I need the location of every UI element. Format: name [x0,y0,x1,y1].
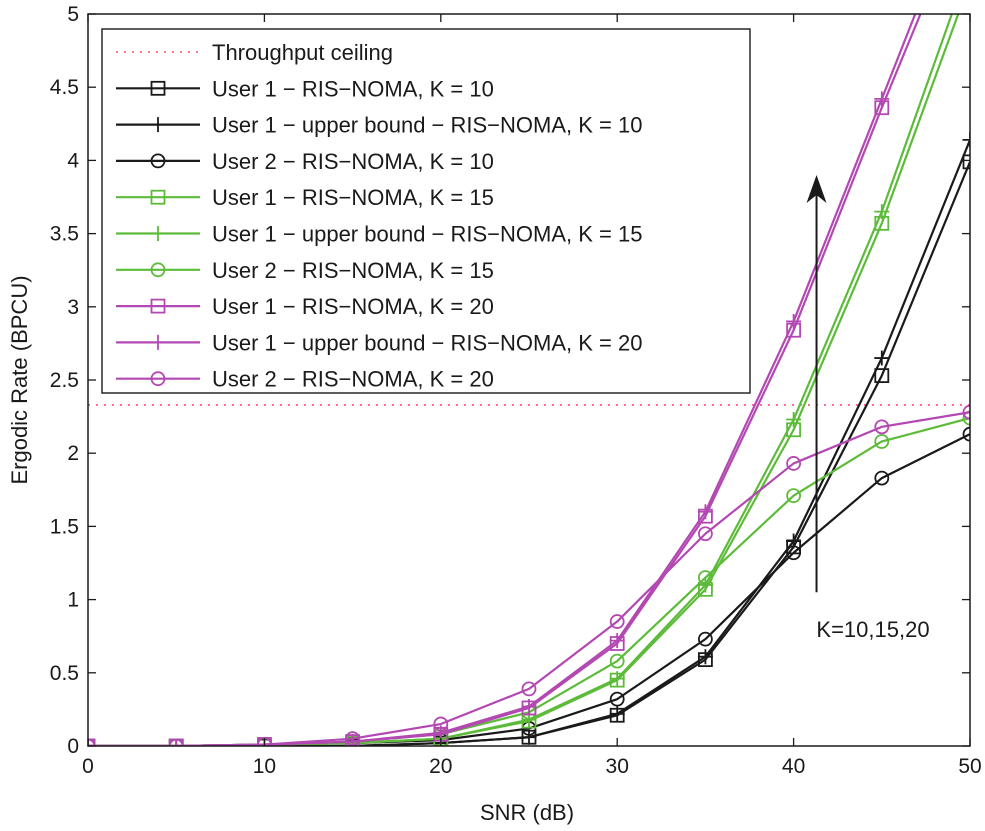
legend-label: User 2 − RIS−NOMA, K = 15 [212,258,494,283]
x-tick-label: 30 [606,755,629,778]
annotation-arrow-head [806,175,827,204]
legend-item-0: Throughput ceiling [116,40,393,65]
y-tick-label: 4 [67,149,79,172]
legend-swatch-marker [150,117,166,133]
series-8-point-8 [697,504,713,520]
x-tick-label: 20 [429,755,452,778]
y-tick-label: 3 [67,296,79,319]
series-3-point-8 [698,631,713,647]
series-line-6 [88,416,970,746]
series-5-point-10 [874,204,890,220]
legend-box [101,28,751,394]
legend-label: Throughput ceiling [212,40,393,65]
legend-item-3: User 2 − RIS−NOMA, K = 10 [116,149,494,174]
y-tick-label: 1.5 [50,515,79,538]
series-1-point-10 [874,368,890,384]
series-9-point-7 [609,614,625,629]
y-tick-label: 2.5 [50,369,79,392]
legend-item-2: User 1 − upper bound − RIS−NOMA, K = 10 [116,113,642,138]
legend-label: User 1 − upper bound − RIS−NOMA, K = 10 [212,113,642,138]
series-6-point-9 [786,488,801,504]
legend-item-4: User 1 − RIS−NOMA, K = 15 [116,185,494,210]
y-tick-label: 3.5 [50,223,79,246]
series-5-point-9 [786,412,802,428]
series-3-point-7 [609,691,625,707]
series-5-point-7 [609,671,625,687]
y-tick-label: 4.5 [50,76,79,99]
x-axis-title: SNR (dB) [480,800,574,825]
data-series-layer [88,14,970,746]
legend-item-1: User 1 − RIS−NOMA, K = 10 [116,76,494,101]
series-9-point-6 [521,681,537,697]
legend-swatch-marker [150,334,166,350]
series-9-point-9 [786,456,801,471]
series-2-point-7 [609,706,625,722]
series-9-point-10 [874,419,890,435]
annotation-layer: K=10,15,20 [806,175,930,642]
series-6-point-8 [698,570,713,586]
legend-swatch-marker [150,153,166,169]
legend-swatch-marker [150,189,166,205]
legend-item-5: User 1 − upper bound − RIS−NOMA, K = 15 [116,222,642,247]
legend-swatch-marker [150,371,166,387]
legend-label: User 1 − RIS−NOMA, K = 10 [212,76,494,101]
series-2-point-8 [697,649,713,665]
legend-label: User 2 − RIS−NOMA, K = 20 [212,367,494,392]
series-line-9 [88,411,970,746]
series-6-point-10 [874,434,890,449]
axis-ticks-layer: 0 10 20 30 40 50 0 0.5 1 1.5 2 2.5 3 3.5 4 4.5 5 [50,3,982,778]
legend-swatch-marker [150,80,166,96]
legend-label: User 1 − upper bound − RIS−NOMA, K = 15 [212,222,642,247]
legend-item-9: User 2 − RIS−NOMA, K = 20 [116,367,494,392]
x-tick-label: 0 [82,755,94,778]
x-tick-label: 40 [782,755,805,778]
series-6-point-11 [962,410,970,426]
legend-label: User 1 − RIS−NOMA, K = 20 [212,294,494,319]
x-tick-label: 50 [958,755,981,778]
series-2-point-11 [962,132,970,148]
legend: Throughput ceiling User 1 − RIS−NOMA, K =… [101,28,751,394]
y-axis-title: Ergodic Rate (BPCU) [7,275,32,484]
series-8-point-6 [521,698,537,714]
series-3-point-9 [786,545,801,561]
y-tick-label: 0 [67,735,79,758]
annotation-label: K=10,15,20 [816,617,929,642]
series-3-point-10 [874,470,890,486]
legend-swatch-marker [150,262,166,278]
series-1-point-11 [962,154,970,170]
series-9-point-5 [433,716,449,732]
y-tick-label: 1 [67,589,79,612]
y-tick-label: 5 [67,3,79,26]
legend-item-8: User 1 − upper bound − RIS−NOMA, K = 20 [116,330,642,355]
series-3-point-11 [962,426,970,442]
y-tick-label: 0.5 [50,662,79,685]
series-9-point-2 [168,738,184,746]
legend-swatch-marker [150,298,166,314]
series-2-point-10 [874,350,890,366]
series-8-point-5 [433,725,449,741]
series-2-point-6 [521,729,537,745]
legend-swatch-marker [150,226,166,241]
y-tick-label: 2 [67,442,79,465]
series-8-point-7 [609,633,625,649]
series-8-point-10 [874,91,890,107]
series-9-point-4 [345,731,360,746]
x-tick-label: 10 [253,755,276,778]
legend-label: User 1 − RIS−NOMA, K = 15 [212,185,494,210]
series-8-point-9 [786,313,802,329]
legend-item-7: User 1 − RIS−NOMA, K = 20 [116,294,494,319]
series-8-point-2 [168,738,184,746]
legend-label: User 1 − upper bound − RIS−NOMA, K = 20 [212,330,642,355]
series-9-point-11 [962,404,970,420]
legend-label: User 2 − RIS−NOMA, K = 10 [212,149,494,174]
series-9 [88,404,970,746]
legend-item-6: User 2 − RIS−NOMA, K = 15 [116,258,494,283]
series-9-point-8 [698,526,713,542]
series-6-point-7 [609,653,625,669]
